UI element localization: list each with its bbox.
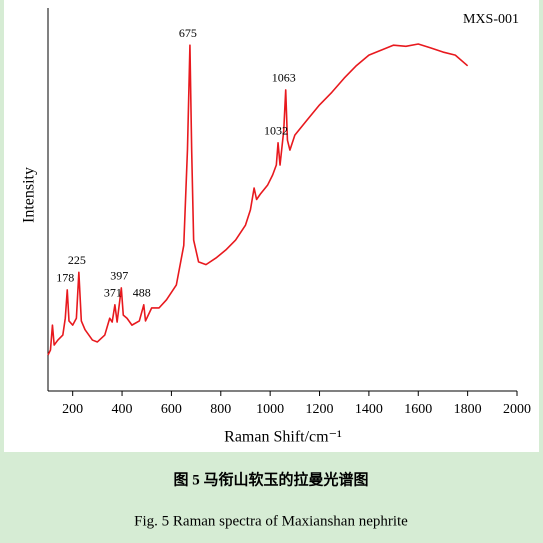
x-tick-label: 800 <box>210 402 231 417</box>
peak-label: 1063 <box>272 71 296 85</box>
peak-label: 675 <box>179 26 197 40</box>
peak-label: 1032 <box>264 124 288 138</box>
x-tick-label: 1400 <box>355 402 383 417</box>
peak-label: 488 <box>133 286 151 300</box>
x-tick-label: 1600 <box>404 402 432 417</box>
spectrum-line <box>47 43 469 356</box>
caption-en: Fig. 5 Raman spectra of Maxianshan nephr… <box>134 513 408 529</box>
x-tick-label: 2000 <box>503 402 531 417</box>
y-axis-label: Intensity <box>21 167 38 223</box>
caption-cn: 图 5 马衔山软玉的拉曼光谱图 <box>173 470 368 488</box>
plot-background <box>4 0 539 452</box>
x-tick-label: 400 <box>112 402 133 417</box>
x-tick-label: 200 <box>62 402 83 417</box>
x-tick-label: 1800 <box>454 402 482 417</box>
peak-label: 371 <box>104 286 122 300</box>
peak-label: 225 <box>68 253 86 267</box>
x-axis-label: Raman Shift/cm⁻¹ <box>224 429 342 446</box>
legend-label: MXS-001 <box>463 12 519 27</box>
peak-label: 397 <box>110 269 128 283</box>
x-tick-label: 600 <box>161 402 182 417</box>
peak-label: 178 <box>56 271 74 285</box>
x-tick-label: 1000 <box>256 402 284 417</box>
x-tick-label: 1200 <box>306 402 334 417</box>
